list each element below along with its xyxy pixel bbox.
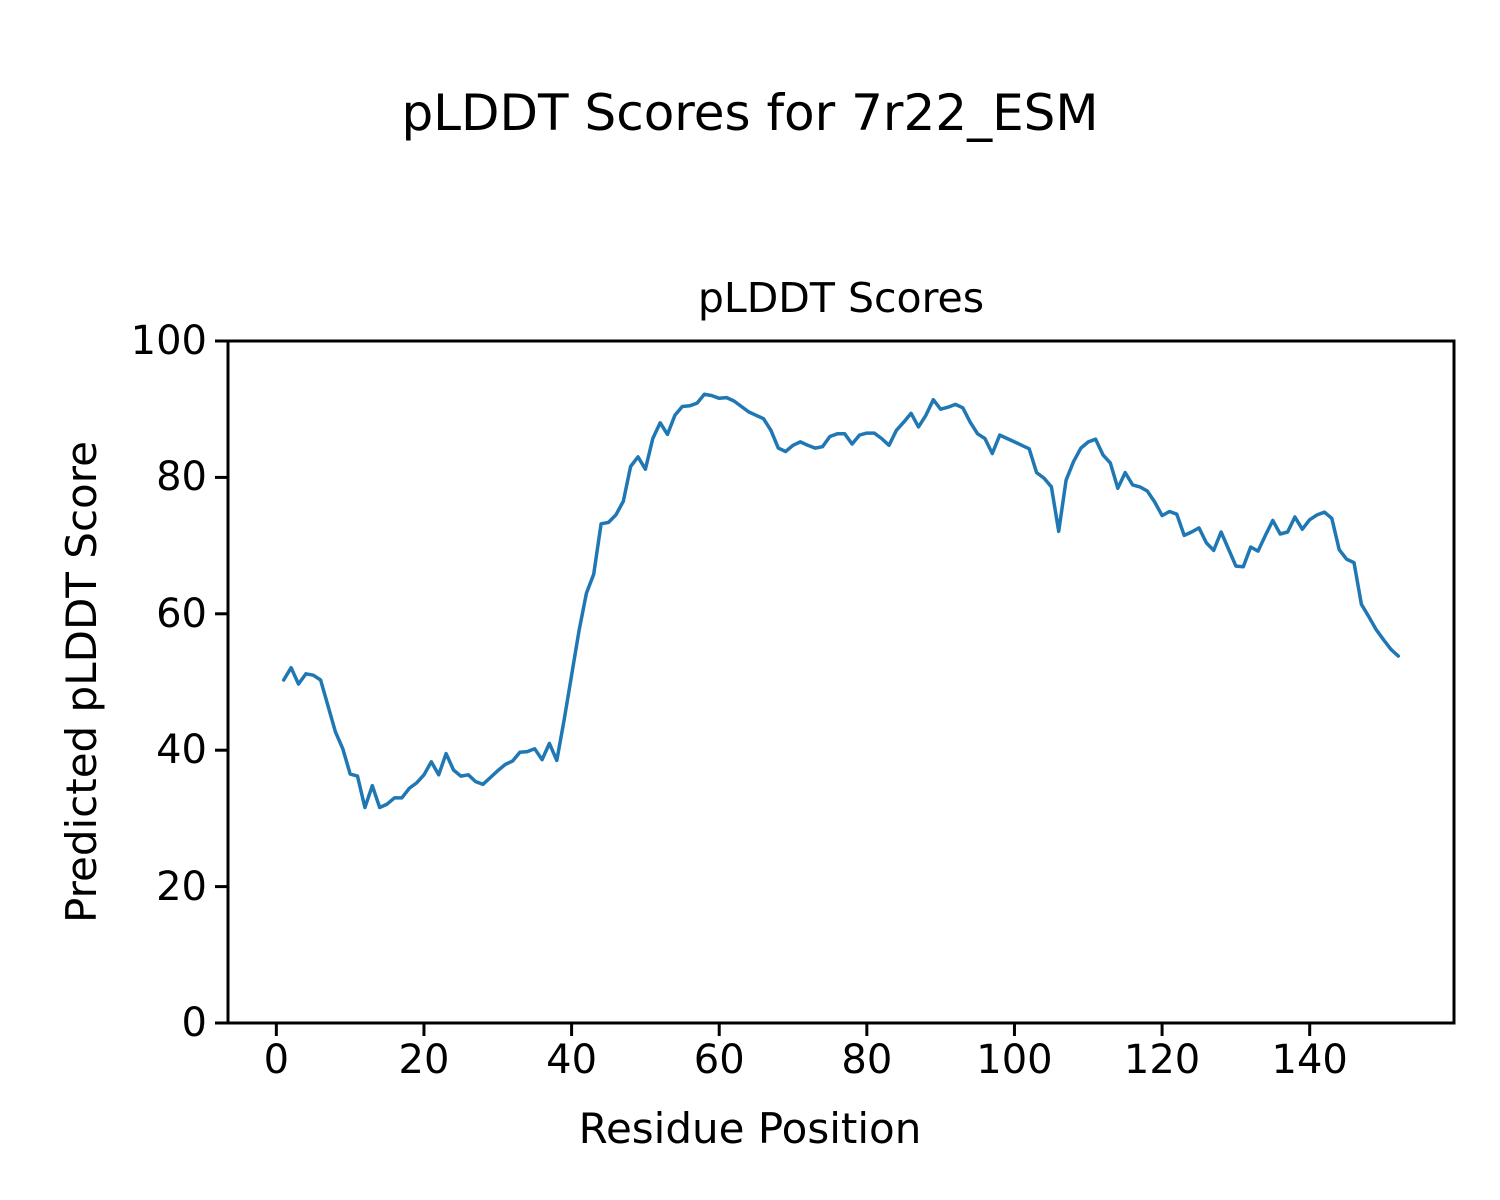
y-tick-label: 60	[156, 590, 207, 637]
y-tick-label: 100	[130, 318, 207, 364]
plot-border	[226, 339, 1456, 1025]
x-tick-label: 120	[1123, 1037, 1201, 1083]
figure-title: pLDDT Scores for 7r22_ESM	[401, 84, 1099, 142]
x-tick-label: 140	[1271, 1037, 1348, 1083]
x-tick-label: 60	[693, 1037, 745, 1083]
y-tick-label: 40	[156, 727, 207, 774]
y-tick-label: 0	[181, 1000, 207, 1046]
y-tick-label: 80	[156, 454, 207, 501]
plddt-line	[281, 392, 1401, 810]
x-tick-label: 40	[546, 1037, 598, 1083]
y-tick-label: 20	[156, 863, 207, 910]
x-tick-label: 100	[976, 1037, 1053, 1083]
axis-ticks	[215, 339, 1312, 1036]
x-axis-label: Residue Position	[578, 1104, 922, 1153]
x-tick-label: 0	[263, 1037, 290, 1083]
x-tick-label: 20	[398, 1037, 450, 1083]
axes-title: pLDDT Scores	[697, 274, 985, 322]
x-tick-label: 80	[841, 1037, 893, 1083]
